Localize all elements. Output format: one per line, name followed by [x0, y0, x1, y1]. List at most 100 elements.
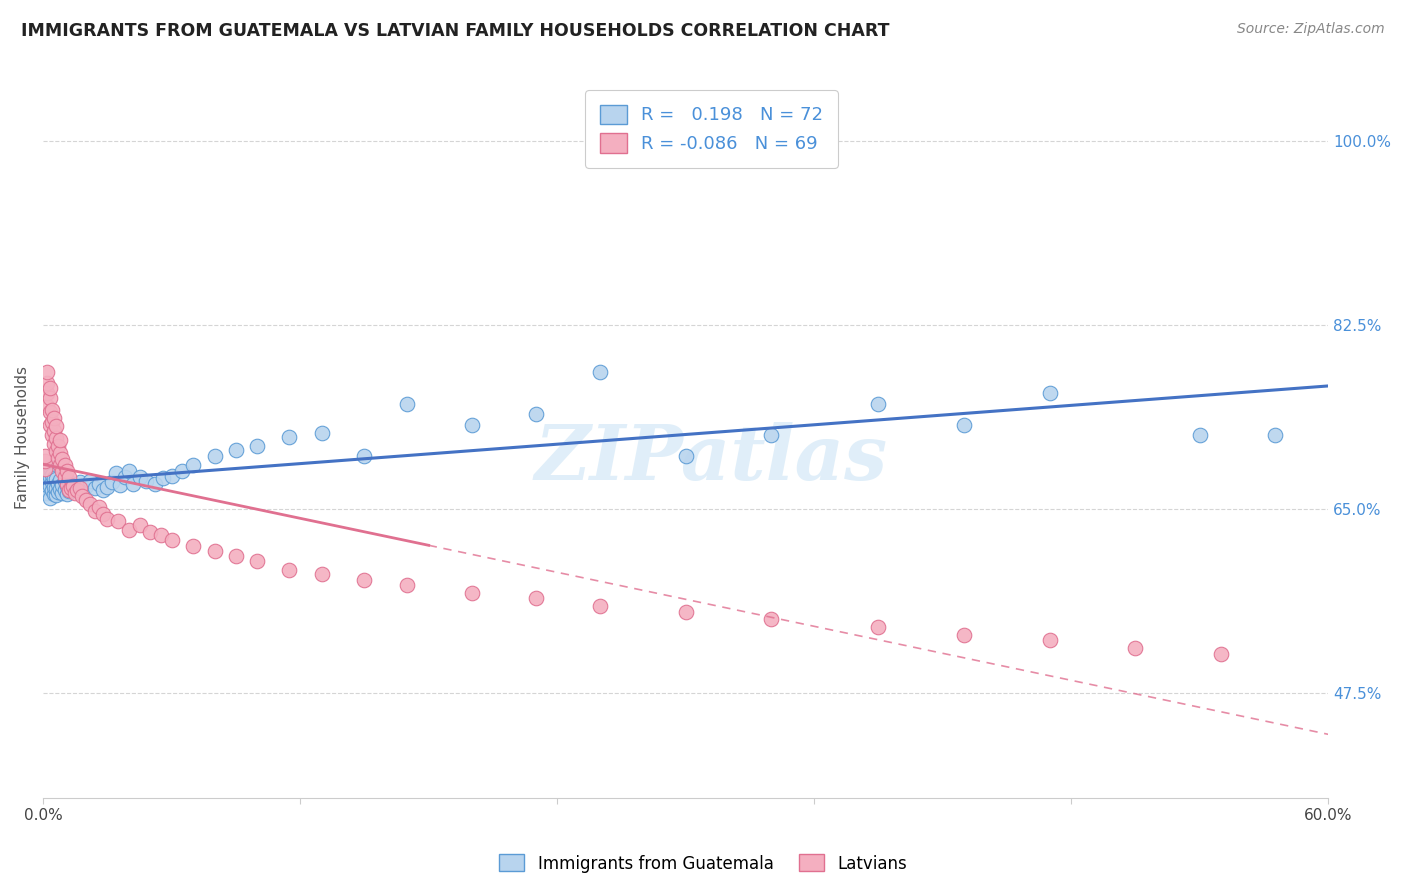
Point — [46, 439, 69, 453]
Point — [143, 476, 166, 491]
Point — [38, 459, 60, 474]
Legend: Immigrants from Guatemala, Latvians: Immigrants from Guatemala, Latvians — [492, 847, 914, 880]
Point — [51, 452, 73, 467]
Point — [311, 425, 333, 440]
Point — [38, 470, 60, 484]
Point — [53, 470, 76, 484]
Point — [37, 486, 59, 500]
Point — [42, 471, 65, 485]
Point — [42, 436, 65, 450]
Point — [589, 365, 612, 379]
Point — [42, 424, 65, 438]
Point — [118, 523, 141, 537]
Point — [128, 517, 150, 532]
Point — [34, 454, 56, 468]
Point — [51, 486, 73, 500]
Point — [868, 396, 890, 410]
Point — [122, 476, 145, 491]
Point — [55, 464, 77, 478]
Point — [70, 482, 93, 496]
Point — [46, 451, 69, 466]
Point — [49, 474, 72, 488]
Point — [91, 483, 114, 497]
Point — [761, 428, 783, 442]
Point — [49, 434, 72, 448]
Point — [69, 475, 91, 490]
Point — [55, 478, 77, 492]
Point — [53, 483, 76, 497]
Point — [396, 396, 419, 410]
Point — [75, 478, 97, 492]
Point — [460, 586, 482, 600]
Point — [105, 466, 128, 480]
Point — [58, 483, 80, 497]
Point — [675, 449, 697, 463]
Point — [49, 458, 72, 472]
Point — [91, 507, 114, 521]
Point — [42, 480, 65, 494]
Point — [66, 480, 89, 494]
Point — [41, 475, 63, 490]
Point — [45, 488, 67, 502]
Point — [34, 462, 56, 476]
Point — [62, 478, 84, 492]
Point — [160, 469, 183, 483]
Point — [396, 577, 419, 591]
Point — [45, 418, 67, 433]
Point — [70, 489, 93, 503]
Point — [45, 431, 67, 445]
Point — [53, 475, 76, 489]
Point — [181, 539, 204, 553]
Point — [524, 591, 547, 606]
Point — [58, 475, 80, 490]
Point — [1264, 428, 1286, 442]
Point — [868, 619, 890, 633]
Point — [58, 483, 80, 498]
Point — [75, 493, 97, 508]
Point — [34, 481, 56, 495]
Point — [96, 480, 118, 494]
Point — [53, 458, 76, 472]
Point — [45, 443, 67, 458]
Point — [353, 449, 375, 463]
Point — [42, 487, 65, 501]
Point — [37, 399, 59, 413]
Point — [246, 439, 269, 453]
Point — [46, 476, 69, 491]
Point — [49, 446, 72, 460]
Point — [69, 481, 91, 495]
Point — [38, 478, 60, 492]
Point — [278, 430, 301, 444]
Point — [62, 477, 84, 491]
Point — [107, 515, 129, 529]
Point — [675, 605, 697, 619]
Point — [65, 483, 87, 497]
Point — [953, 417, 976, 432]
Point — [225, 549, 247, 563]
Point — [311, 566, 333, 581]
Point — [83, 504, 105, 518]
Point — [139, 524, 162, 539]
Point — [38, 417, 60, 432]
Point — [524, 407, 547, 421]
Point — [45, 481, 67, 495]
Point — [761, 612, 783, 626]
Point — [41, 428, 63, 442]
Point — [160, 533, 183, 548]
Point — [172, 464, 194, 478]
Point — [37, 365, 59, 379]
Point — [353, 574, 375, 588]
Point — [128, 470, 150, 484]
Point — [181, 458, 204, 472]
Point — [60, 481, 83, 495]
Point — [60, 481, 83, 495]
Point — [38, 491, 60, 506]
Point — [152, 471, 174, 485]
Point — [45, 472, 67, 486]
Point — [38, 381, 60, 395]
Point — [114, 470, 136, 484]
Point — [87, 500, 110, 514]
Point — [1039, 633, 1062, 648]
Text: ZIPatlas: ZIPatlas — [534, 423, 889, 496]
Point — [225, 442, 247, 457]
